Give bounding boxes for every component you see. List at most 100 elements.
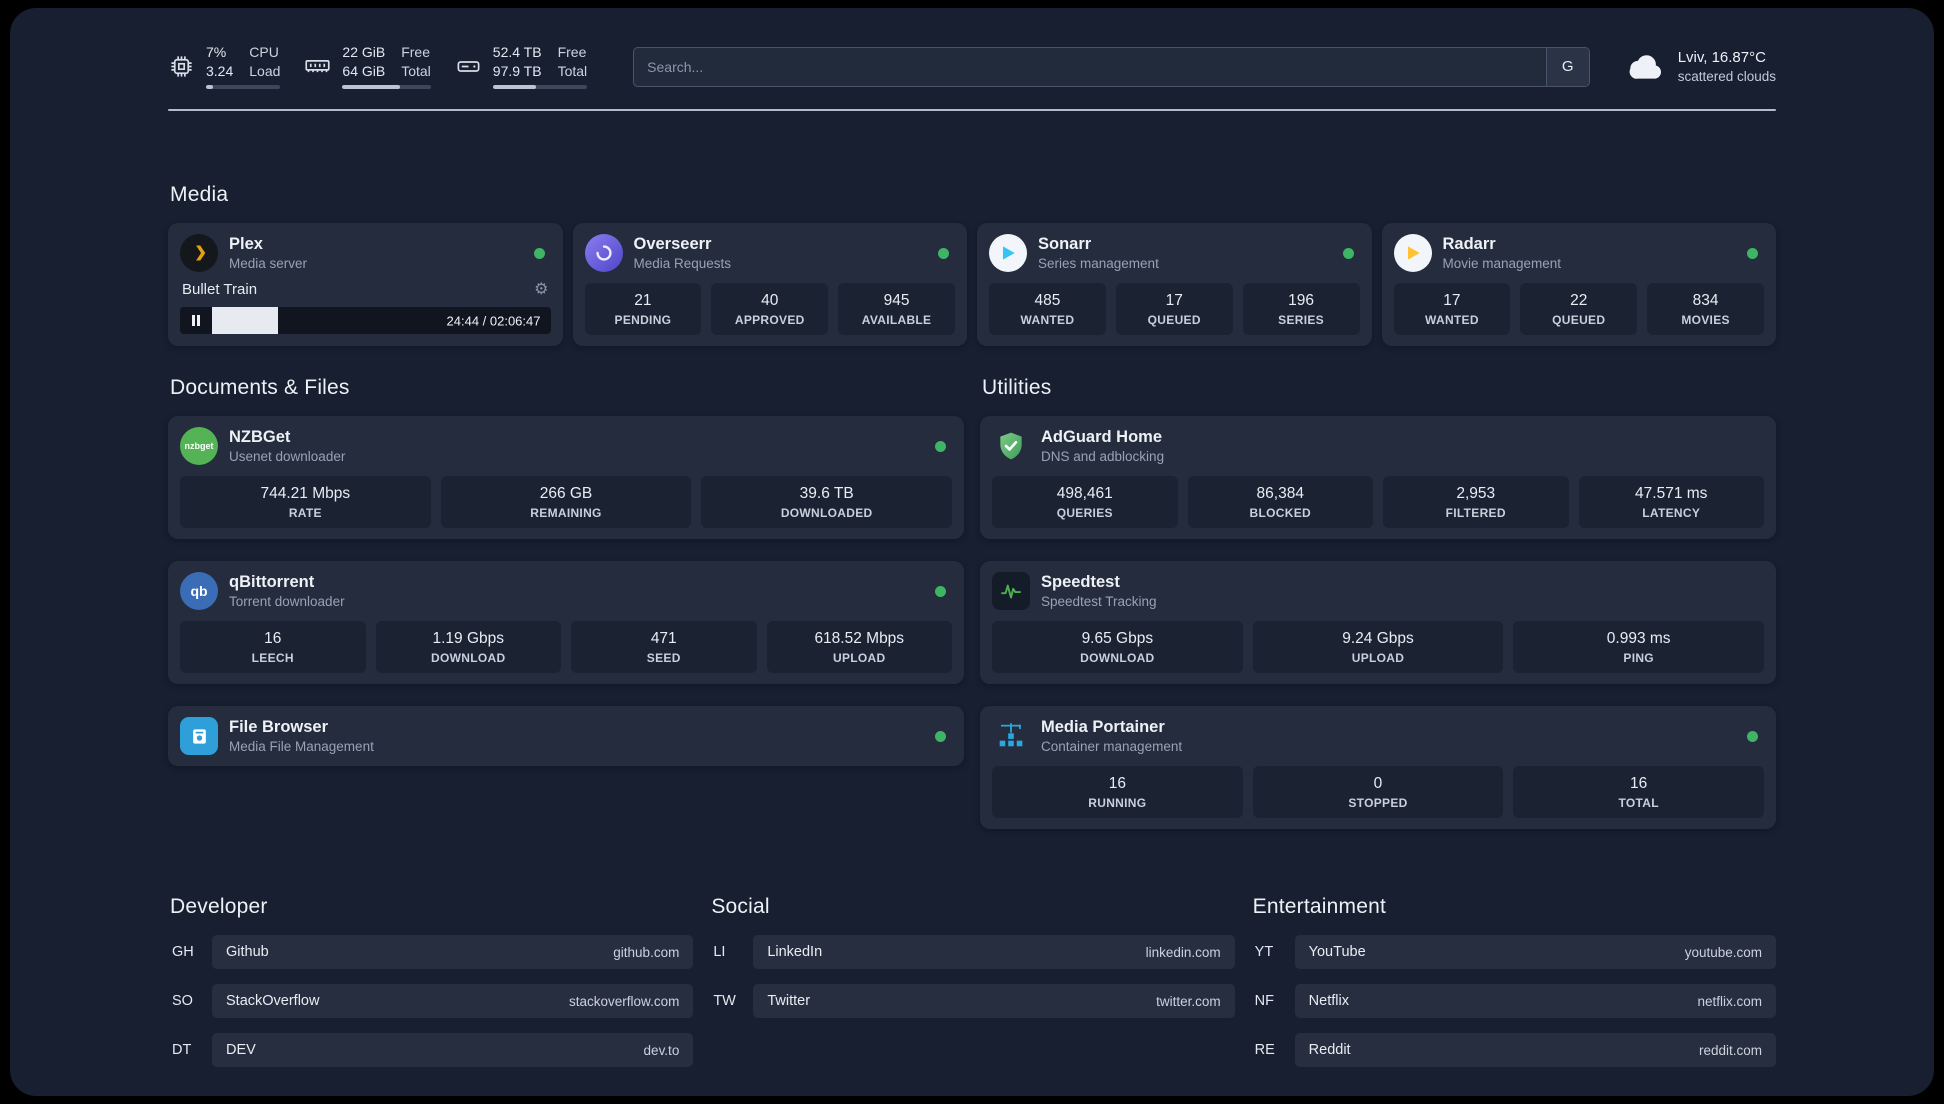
cloud-icon [1629,54,1661,79]
cpu-percent: 7% [206,44,227,60]
bookmark-github[interactable]: Github github.com [212,935,694,969]
app-card-radarr[interactable]: Radarr Movie management 17 WANTED 22 QUE… [1381,223,1776,346]
search-bar[interactable]: G [633,46,1590,87]
disk-usage-bar [492,85,588,89]
cpu-widget: 7% 3.24 CPU Load [168,44,281,89]
stat-tile: 744.21 Mbps RATE [180,476,431,528]
app-card-nzbget[interactable]: nzbget NZBGet Usenet downloader 744.21 M… [168,416,964,539]
stat-tile: 2,953 FILTERED [1383,476,1569,528]
bookmark-abbr: SO [172,993,193,1009]
disk-free-value: 52.4 TB [492,44,542,60]
app-name: Overseerr [633,235,712,253]
app-card-qbittorrent[interactable]: qb qBittorrent Torrent downloader 16 LEE… [168,561,964,684]
speedtest-icon [992,572,1030,610]
nzbget-icon: nzbget [180,427,218,465]
memory-total-value: 64 GiB [342,63,386,79]
sonarr-icon [989,234,1027,272]
stat-tile: 266 GB REMAINING [440,476,692,528]
stat-tile: 1.19 Gbps DOWNLOAD [375,621,561,673]
app-card-plex[interactable]: Plex Media server Bullet Train ⚙ [168,223,563,346]
stat-tile: 17 WANTED [1393,283,1511,335]
app-subtitle: Speedtest Tracking [1041,594,1157,609]
bookmark-abbr: DT [172,1042,192,1058]
radarr-icon [1393,234,1432,272]
memory-total-label: Total [401,63,431,79]
top-bar: 7% 3.24 CPU Load [168,8,1776,89]
app-card-speedtest[interactable]: Speedtest Speedtest Tracking 9.65 Gbps D… [980,561,1776,684]
status-dot [935,440,946,452]
status-dot [938,247,949,259]
bookmark-youtube[interactable]: YouTube youtube.com [1294,935,1776,969]
search-input[interactable] [634,47,1546,86]
app-subtitle: DNS and adblocking [1041,449,1165,464]
gear-icon[interactable]: ⚙ [534,280,549,298]
stat-tile: 17 QUEUED [1115,283,1233,335]
overseerr-icon [584,234,623,272]
bookmark-abbr: TW [713,993,736,1009]
bookmark-linkedin[interactable]: LinkedIn linkedin.com [753,935,1235,969]
app-card-sonarr[interactable]: Sonarr Series management 485 WANTED 17 Q… [977,223,1372,346]
disk-icon [457,61,480,72]
app-subtitle: Media server [229,256,308,271]
stat-tile: 47.571 ms LATENCY [1578,476,1764,528]
stat-tile: 39.6 TB DOWNLOADED [701,476,952,528]
stat-tile: 21 PENDING [584,283,702,335]
stat-tile: 471 SEED [571,621,757,673]
seek-bar[interactable]: 24:44 / 02:06:47 [212,307,551,334]
app-subtitle: Series management [1038,256,1159,271]
bookmark-stackoverflow[interactable]: StackOverflow stackoverflow.com [212,984,694,1018]
stat-tile: 86,384 BLOCKED [1187,476,1373,528]
section-title-media: Media [170,183,229,206]
stat-tile: 40 APPROVED [711,283,829,335]
app-subtitle: Container management [1041,739,1183,754]
stat-tile: 485 WANTED [989,283,1106,335]
cpu-usage-bar [206,85,281,89]
app-subtitle: Usenet downloader [229,449,346,464]
cpu-icon [171,56,192,77]
app-name: Plex [229,235,263,253]
section-title-utilities: Utilities [982,376,1052,399]
app-name: qBittorrent [229,573,315,591]
disk-total-value: 97.9 TB [492,63,542,79]
status-dot [935,585,946,597]
section-title-social: Social [711,895,770,918]
bookmark-netflix[interactable]: Netflix netflix.com [1294,984,1776,1018]
app-card-adguard[interactable]: AdGuard Home DNS and adblocking 498,461 … [980,416,1776,539]
disk-total-label: Total [557,63,588,79]
app-name: AdGuard Home [1041,428,1163,446]
status-dot [1747,730,1758,742]
stat-tile: 498,461 QUERIES [992,476,1178,528]
stat-tile: 9.24 Gbps UPLOAD [1252,621,1504,673]
cpu-load-label: Load [249,63,281,79]
stat-tile: 618.52 Mbps UPLOAD [766,621,952,673]
memory-free-label: Free [401,44,431,60]
app-subtitle: Torrent downloader [229,594,345,609]
app-name: Media Portainer [1041,718,1165,736]
search-engine-button[interactable]: G [1545,47,1589,86]
seek-progress [212,307,278,334]
portainer-icon [992,717,1030,755]
disk-free-label: Free [557,44,587,60]
bookmark-reddit[interactable]: Reddit reddit.com [1294,1033,1776,1067]
bookmark-abbr: LI [713,944,726,960]
app-name: Radarr [1442,235,1496,253]
stat-tile: 22 QUEUED [1520,283,1638,335]
bookmark-dev[interactable]: DEV dev.to [212,1033,694,1067]
dashboard: 7% 3.24 CPU Load [10,8,1934,1096]
stat-tile: 945 AVAILABLE [838,283,955,335]
pause-icon [192,315,200,326]
memory-usage-bar [342,85,431,89]
app-subtitle: Media File Management [229,739,374,754]
bookmark-twitter[interactable]: Twitter twitter.com [753,984,1235,1018]
app-card-portainer[interactable]: Media Portainer Container management 16 … [980,706,1776,829]
qbittorrent-icon: qb [180,572,218,610]
section-title-entertainment: Entertainment [1252,895,1386,918]
memory-widget: 22 GiB 64 GiB Free Total [304,44,431,89]
app-card-filebrowser[interactable]: File Browser Media File Management [168,706,964,766]
status-dot [935,730,946,742]
stat-tile: 16 TOTAL [1513,766,1764,818]
pause-button[interactable] [180,307,212,334]
app-card-overseerr[interactable]: Overseerr Media Requests 21 PENDING 40 A… [572,223,967,346]
bookmark-abbr: GH [172,944,194,960]
bookmark-abbr: NF [1254,993,1274,1009]
